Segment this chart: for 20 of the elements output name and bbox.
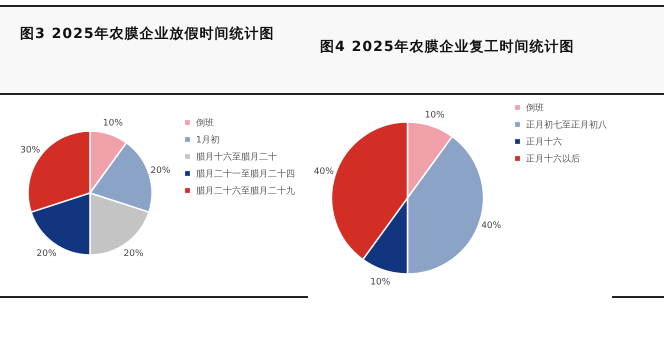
legend-label: 正月初七至正月初八 [526, 120, 607, 130]
legend-label: 腊月二十六至腊月二十九 [196, 186, 295, 196]
data-label: 40% [314, 166, 334, 177]
legend-label: 正月十六 [526, 136, 562, 148]
chart-title: 图3 2025年农膜企业放假时间统计图 [20, 25, 276, 44]
data-label: 10% [102, 118, 124, 129]
data-label: 10% [424, 110, 446, 120]
data-label: 40% [481, 221, 502, 232]
legend-label: 腊月十六至腊月二十 [196, 152, 277, 162]
data-label: 20% [36, 248, 57, 259]
legend-label: 倒班 [196, 118, 214, 128]
data-label: 20% [150, 166, 171, 176]
data-label: 20% [123, 248, 144, 259]
legend-label: 倒班 [526, 102, 544, 114]
legend-label: 腊月二十一至腊月二十四 [196, 168, 295, 180]
data-label: 30% [20, 146, 41, 156]
data-label: 10% [370, 278, 391, 288]
chart-title: 图4 2025年农膜企业复工时间统计图 [320, 38, 576, 57]
legend-label: 1月初 [196, 134, 220, 146]
legend-label: 正月十六以后 [526, 154, 580, 164]
